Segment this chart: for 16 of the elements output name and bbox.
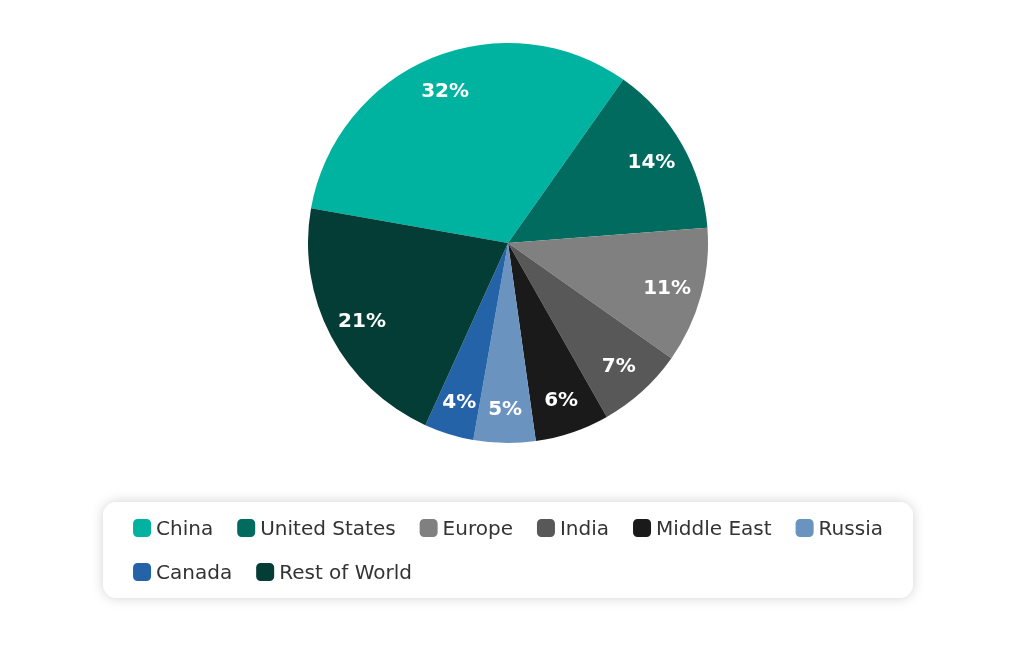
data-label: 32%	[421, 78, 470, 103]
data-label: 7%	[601, 353, 636, 378]
data-label: 14%	[627, 149, 676, 174]
legend-label: Europe	[442, 516, 513, 540]
legend-label: Russia	[818, 516, 883, 540]
data-label: 21%	[338, 307, 386, 332]
data-label: 5%	[488, 395, 523, 420]
data-label: 4%	[442, 388, 477, 413]
legend-label: Rest of World	[279, 560, 413, 584]
data-label: 11%	[643, 274, 692, 299]
legend-label: China	[156, 516, 214, 540]
legend-label: Middle East	[656, 516, 772, 540]
data-label: 6%	[544, 387, 579, 412]
legend-label: India	[559, 516, 610, 540]
legend-label: Canada	[156, 560, 233, 584]
legend-label: United States	[260, 516, 396, 540]
